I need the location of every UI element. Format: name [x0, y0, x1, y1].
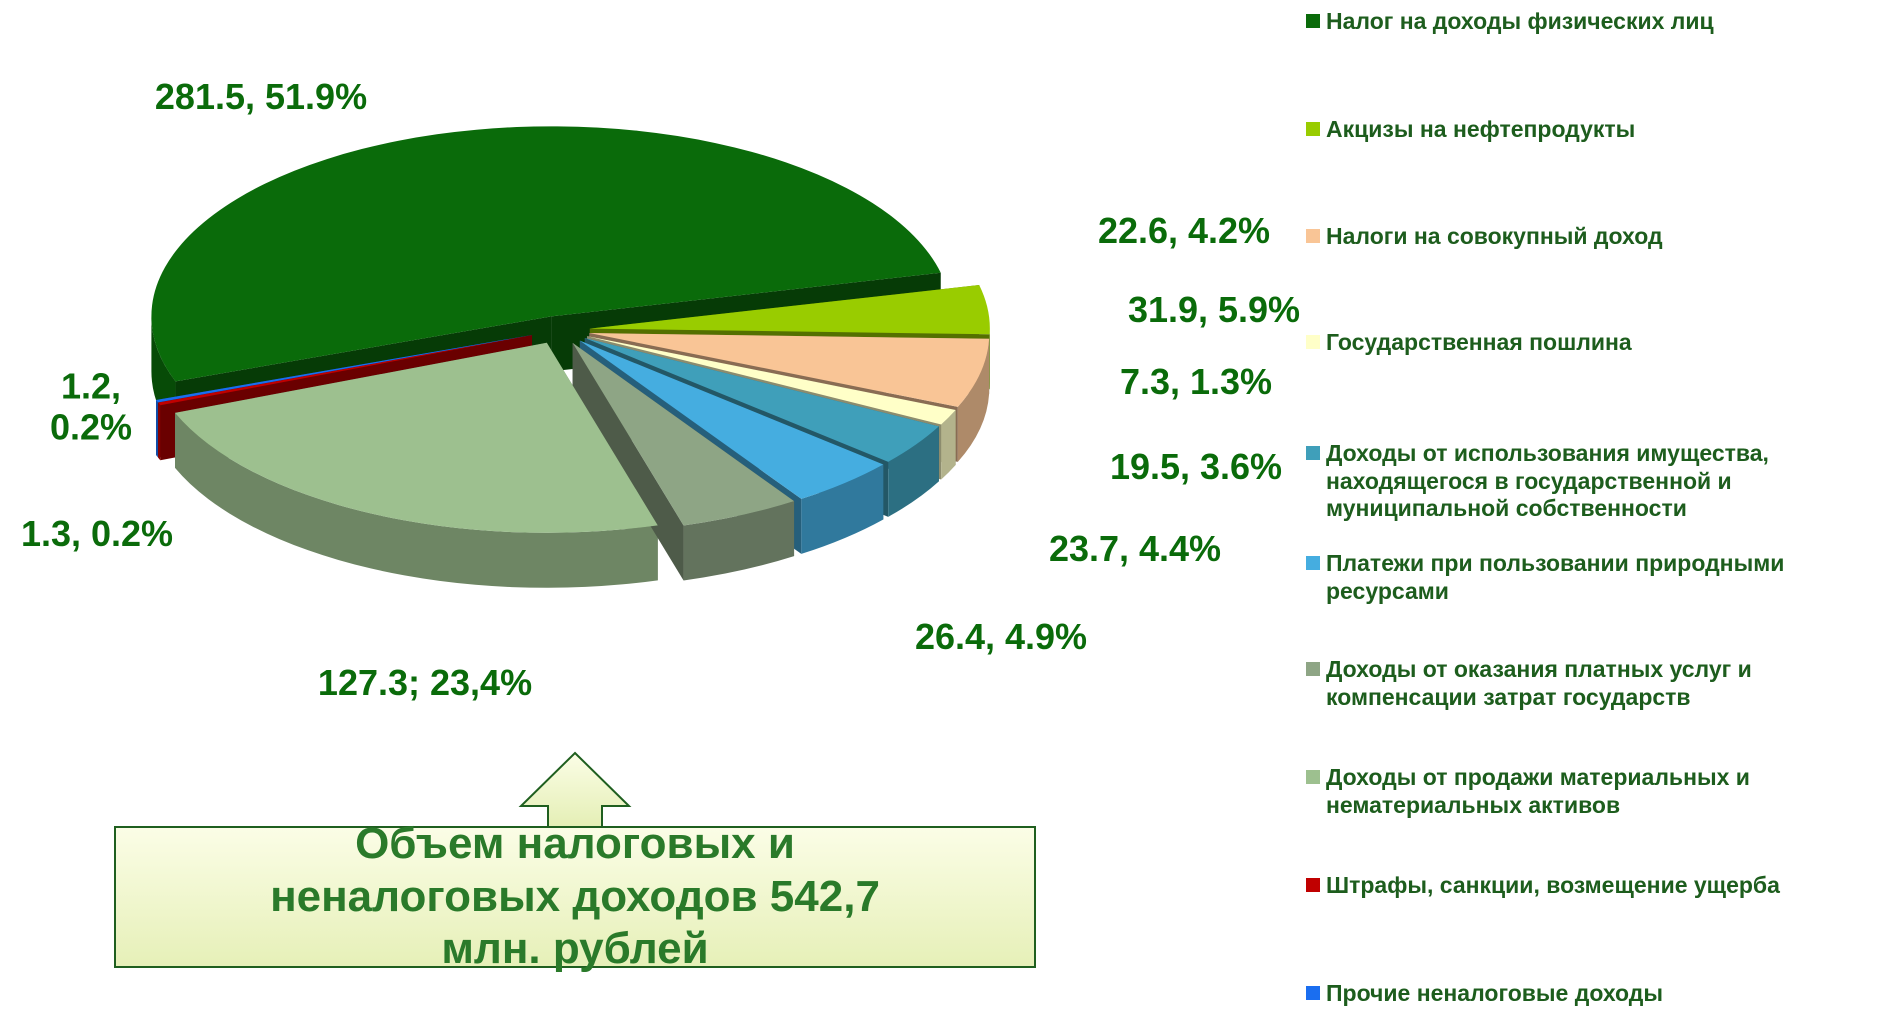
data-label: 127.3; 23,4%	[317, 662, 533, 703]
slice	[175, 342, 658, 533]
legend-swatch	[1306, 770, 1320, 784]
legend-swatch	[1306, 556, 1320, 570]
slice-wall	[801, 464, 884, 554]
legend-entry: Доходы от использования имущества, наход…	[1306, 440, 1896, 523]
slice	[572, 342, 795, 526]
legend-entry: Штрафы, санкции, возмещение ущерба	[1306, 872, 1896, 900]
slice	[579, 340, 884, 499]
legend-label: Доходы от продажи материальных и нематер…	[1326, 764, 1750, 818]
legend-swatch	[1306, 229, 1320, 243]
legend-label: Штрафы, санкции, возмещение ущерба	[1326, 872, 1780, 898]
legend-label: Государственная пошлина	[1326, 329, 1632, 355]
slice-wall	[941, 409, 956, 480]
legend-entry: Платежи при пользовании природными ресур…	[1306, 550, 1896, 605]
legend-entry: Акцизы на нефтепродукты	[1306, 116, 1896, 144]
data-label: 1.3, 0.2%	[20, 513, 174, 554]
legend-label: Доходы от использования имущества, наход…	[1326, 440, 1769, 522]
legend-entry: Налоги на совокупный доход	[1306, 223, 1896, 251]
data-label: 31.9, 5.9%	[1127, 289, 1301, 330]
legend-swatch	[1306, 446, 1320, 460]
legend-swatch	[1306, 335, 1320, 349]
data-label: 26.4, 4.9%	[914, 616, 1088, 657]
legend-entry: Государственная пошлина	[1306, 329, 1896, 357]
slice-wall	[156, 399, 158, 458]
legend-swatch	[1306, 662, 1320, 676]
slice	[589, 284, 990, 335]
legend-label: Налог на доходы физических лиц	[1326, 8, 1714, 34]
legend-swatch	[1306, 14, 1320, 28]
legend-swatch	[1306, 986, 1320, 1000]
data-label: 23.7, 4.4%	[1048, 528, 1222, 569]
slice-wall	[957, 338, 990, 462]
legend-label: Платежи при пользовании природными ресур…	[1326, 550, 1785, 604]
slice	[158, 335, 533, 406]
legend-entry: Прочие неналоговые доходы	[1306, 980, 1896, 1008]
slice-wall	[683, 501, 795, 581]
slice	[587, 336, 956, 425]
legend-entry: Налог на доходы физических лиц	[1306, 8, 1896, 36]
slice-side	[572, 342, 684, 581]
data-label: 1.2, 0.2%	[49, 365, 133, 448]
slice-wall	[175, 412, 658, 588]
legend-label: Доходы от оказания платных услуг и компе…	[1326, 656, 1752, 710]
data-label: 22.6, 4.2%	[1097, 210, 1271, 251]
legend-label: Налоги на совокупный доход	[1326, 223, 1663, 249]
legend-entry: Доходы от оказания платных услуг и компе…	[1306, 656, 1896, 711]
data-label: 281.5, 51.9%	[154, 76, 368, 117]
legend-entry: Доходы от продажи материальных и нематер…	[1306, 764, 1896, 819]
data-label: 7.3, 1.3%	[1119, 361, 1273, 402]
slice-wall	[888, 426, 939, 517]
slice	[156, 334, 532, 403]
legend-label: Акцизы на нефтепродукты	[1326, 116, 1636, 142]
legend-swatch	[1306, 122, 1320, 136]
legend-label: Прочие неналоговые доходы	[1326, 980, 1664, 1006]
slice-wall	[158, 402, 161, 461]
callout: Объем налоговых и неналоговых доходов 54…	[114, 819, 1036, 973]
slice	[589, 333, 990, 407]
legend-swatch	[1306, 878, 1320, 892]
data-label: 19.5, 3.6%	[1109, 446, 1283, 487]
slice	[151, 126, 941, 382]
slice	[584, 338, 939, 462]
